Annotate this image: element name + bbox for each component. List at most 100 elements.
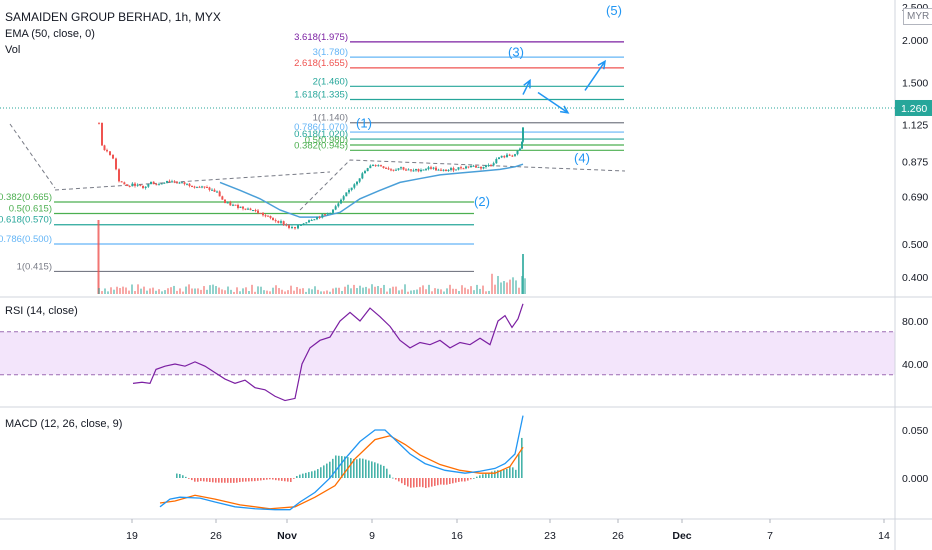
candle-body bbox=[400, 167, 402, 169]
fib-label: 3(1.780) bbox=[313, 47, 348, 58]
macd-histogram-bar bbox=[272, 478, 274, 480]
volume-bar bbox=[476, 284, 478, 294]
candle-body bbox=[168, 180, 171, 182]
macd-tick-label: 0.000 bbox=[902, 473, 928, 485]
volume-bar bbox=[422, 285, 424, 294]
candle-body bbox=[358, 178, 361, 182]
chart-title[interactable]: SAMAIDEN GROUP BERHAD, 1h, MYX bbox=[5, 10, 221, 24]
candle-body bbox=[511, 155, 514, 157]
candle-body bbox=[313, 219, 316, 221]
macd-histogram-bar bbox=[371, 461, 373, 478]
volume-bar bbox=[146, 290, 148, 294]
macd-histogram-bar bbox=[224, 478, 226, 483]
macd-histogram-bar bbox=[515, 469, 517, 478]
volume-bar bbox=[494, 284, 496, 294]
candle-body bbox=[237, 204, 239, 208]
volume-bar bbox=[464, 287, 466, 294]
candle-body bbox=[310, 219, 313, 221]
fib-label: 2(1.460) bbox=[313, 76, 348, 87]
candle-body bbox=[380, 165, 382, 167]
volume-bar bbox=[437, 288, 439, 294]
candle-body bbox=[407, 169, 410, 171]
macd-histogram-bar bbox=[302, 473, 304, 478]
candle-body bbox=[332, 209, 334, 213]
volume-bar bbox=[182, 291, 184, 294]
volume-bar bbox=[332, 288, 334, 294]
volume-bar bbox=[482, 285, 484, 294]
volume-bar bbox=[371, 284, 373, 294]
volume-bar bbox=[362, 287, 364, 294]
volume-bar bbox=[272, 287, 274, 294]
macd-legend[interactable]: MACD (12, 26, close, 9) bbox=[5, 418, 123, 430]
rsi-legend[interactable]: RSI (14, close) bbox=[5, 305, 78, 317]
price-tick-label: 0.400 bbox=[902, 272, 928, 284]
wave-label: (4) bbox=[574, 151, 590, 166]
volume-bar bbox=[419, 287, 421, 294]
time-tick-label: 9 bbox=[369, 530, 375, 542]
macd-histogram-bar bbox=[308, 472, 310, 478]
volume-bars bbox=[97, 220, 526, 294]
currency-badge[interactable]: MYR bbox=[903, 8, 932, 25]
wave-arrow bbox=[522, 80, 531, 95]
macd-histogram-bar bbox=[503, 469, 505, 478]
candle-body bbox=[462, 168, 465, 170]
candle-body bbox=[457, 167, 460, 170]
rsi-line bbox=[132, 303, 524, 402]
candle-body bbox=[348, 189, 350, 193]
vol-legend[interactable]: Vol bbox=[5, 44, 21, 56]
macd-histogram-bar bbox=[266, 478, 268, 480]
time-tick-label: 19 bbox=[126, 530, 138, 542]
macd-histogram-bar bbox=[479, 475, 481, 478]
time-tick-label: Nov bbox=[277, 530, 297, 542]
wave-label: (3) bbox=[508, 44, 524, 59]
candle-body bbox=[372, 165, 374, 167]
macd-histogram-bar bbox=[449, 478, 451, 484]
candle-body bbox=[136, 184, 139, 186]
volume-bar bbox=[287, 290, 289, 294]
macd-histogram-bar bbox=[383, 465, 385, 478]
ema-legend[interactable]: EMA (50, close, 0) bbox=[5, 28, 95, 40]
wave-arrowhead bbox=[523, 78, 531, 89]
candle-body bbox=[288, 225, 290, 228]
candle-body bbox=[475, 165, 477, 168]
volume-bar bbox=[365, 286, 367, 294]
candle-body bbox=[340, 199, 342, 204]
candle-body bbox=[321, 214, 324, 218]
candle-body bbox=[477, 166, 480, 168]
candle-body bbox=[361, 173, 364, 179]
macd-histogram-bar bbox=[206, 478, 208, 482]
candle-body bbox=[196, 186, 198, 188]
volume-bar bbox=[338, 287, 340, 294]
macd-histogram-bar bbox=[353, 458, 355, 478]
macd-histogram-bar bbox=[404, 478, 406, 486]
macd-tick-label: 0.050 bbox=[902, 425, 928, 437]
candle-body bbox=[191, 185, 193, 187]
volume-bar bbox=[164, 290, 166, 294]
volume-bar bbox=[293, 290, 295, 294]
macd-histogram-bar bbox=[188, 478, 190, 479]
wave-arrowhead bbox=[559, 105, 570, 114]
macd-histogram-bar bbox=[239, 478, 241, 483]
macd-histogram-bar bbox=[497, 470, 499, 478]
volume-bar bbox=[245, 287, 247, 294]
ema-line bbox=[219, 163, 524, 218]
candle-body bbox=[345, 192, 348, 197]
macd-histogram-bar bbox=[236, 478, 238, 483]
macd-histogram-bar bbox=[377, 463, 379, 478]
volume-bar bbox=[506, 282, 508, 294]
volume-bar bbox=[368, 288, 370, 294]
candle-body bbox=[427, 167, 430, 170]
volume-bar bbox=[209, 285, 211, 294]
volume-bar bbox=[173, 285, 175, 294]
candle-body bbox=[412, 170, 415, 172]
fib-label: 0.618(0.570) bbox=[0, 215, 52, 226]
macd-histogram-bar bbox=[248, 478, 250, 482]
volume-bar bbox=[329, 291, 331, 294]
fib-label: 0.786(1.070) bbox=[294, 122, 348, 133]
volume-bar bbox=[242, 288, 244, 294]
candle-body bbox=[247, 208, 249, 210]
candle-body bbox=[211, 189, 213, 191]
candle-body bbox=[442, 169, 445, 171]
candle-body bbox=[337, 203, 340, 207]
